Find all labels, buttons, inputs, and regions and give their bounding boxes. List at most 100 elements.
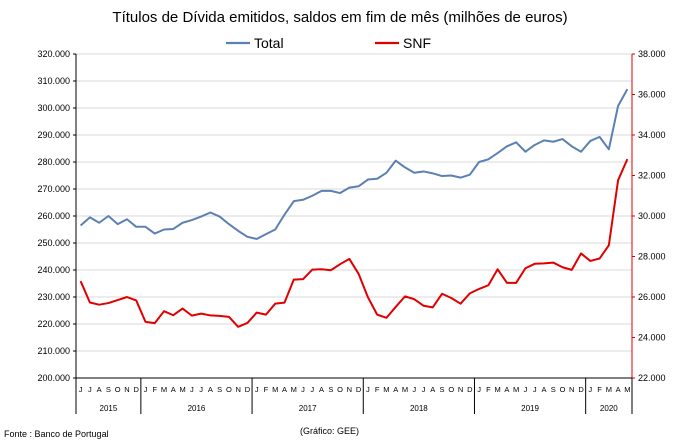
x-month-label: S (217, 385, 222, 394)
x-month-label: M (383, 385, 389, 394)
x-month-label: N (347, 385, 352, 394)
y-left-tick-label: 280.000 (37, 157, 70, 167)
x-month-label: O (226, 385, 232, 394)
x-month-label: D (134, 385, 140, 394)
y-left-tick-label: 310.000 (37, 76, 70, 86)
x-year-label: 2018 (410, 404, 428, 413)
y-right-tick-label: 36.000 (638, 90, 666, 100)
x-month-label: A (541, 385, 546, 394)
x-month-label: O (115, 385, 121, 394)
y-left-tick-label: 220.000 (37, 319, 70, 329)
x-month-label: J (533, 385, 537, 394)
x-month-label: M (272, 385, 278, 394)
x-month-label: A (97, 385, 102, 394)
x-month-label: A (393, 385, 398, 394)
legend: Total SNF (226, 35, 431, 51)
x-month-label: M (179, 385, 185, 394)
x-month-label: J (199, 385, 203, 394)
x-month-label: A (171, 385, 176, 394)
series-line-snf (79, 158, 629, 328)
x-month-label: S (440, 385, 445, 394)
x-month-label: A (430, 385, 435, 394)
x-month-label: J (310, 385, 314, 394)
x-month-label: J (190, 385, 194, 394)
y-right-tick-label: 34.000 (638, 130, 666, 140)
x-month-label: S (551, 385, 556, 394)
x-month-label: N (458, 385, 463, 394)
credit-note: (Gráfico: GEE) (300, 426, 359, 436)
x-month-label: J (412, 385, 416, 394)
x-month-label: M (513, 385, 519, 394)
y-right-tick-label: 32.000 (638, 171, 666, 181)
x-month-label: O (337, 385, 343, 394)
y-left-tick-label: 290.000 (37, 130, 70, 140)
x-month-label: J (144, 385, 148, 394)
x-month-label: S (328, 385, 333, 394)
x-month-label: D (467, 385, 473, 394)
legend-label-snf: SNF (403, 35, 431, 51)
x-year-label: 2019 (521, 404, 539, 413)
x-month-label: M (624, 385, 630, 394)
x-month-label: F (264, 385, 269, 394)
source-note: Fonte : Banco de Portugal (4, 429, 109, 439)
x-year-label: 2015 (100, 404, 118, 413)
x-month-label: F (375, 385, 380, 394)
gridlines (76, 53, 632, 379)
x-month-label: N (124, 385, 129, 394)
x-year-label: 2016 (188, 404, 206, 413)
x-month-label: F (486, 385, 491, 394)
x-month-label: F (597, 385, 602, 394)
x-month-label: J (366, 385, 370, 394)
x-month-label: A (616, 385, 621, 394)
x-month-label: J (88, 385, 92, 394)
x-month-label: J (477, 385, 481, 394)
y-left-tick-label: 210.000 (37, 346, 70, 356)
x-month-label: A (282, 385, 287, 394)
x-month-label: J (255, 385, 259, 394)
x-month-label: F (152, 385, 157, 394)
y-left-tick-label: 200.000 (37, 373, 70, 383)
y-axis-left: 200.000 210.000 220.000 230.000 240.000 250.0… (37, 49, 77, 383)
y-left-tick-label: 250.000 (37, 238, 70, 248)
chart-title: Títulos de Dívida emitidos, saldos em fi… (112, 9, 567, 26)
x-month-label: M (495, 385, 501, 394)
x-month-label: M (402, 385, 408, 394)
series-line-total (79, 88, 629, 240)
y-right-tick-label: 24.000 (638, 333, 666, 343)
x-month-label: M (161, 385, 167, 394)
x-month-label: A (208, 385, 213, 394)
y-right-tick-label: 26.000 (638, 292, 666, 302)
y-right-tick-label: 22.000 (638, 373, 666, 383)
x-month-label: M (291, 385, 297, 394)
x-month-label: O (560, 385, 566, 394)
x-month-label: D (356, 385, 362, 394)
x-month-label: J (588, 385, 592, 394)
x-year-label: 2017 (299, 404, 317, 413)
x-month-label: M (606, 385, 612, 394)
y-left-tick-label: 270.000 (37, 184, 70, 194)
x-month-label: J (301, 385, 305, 394)
y-axis-right: 22.000 24.000 26.000 28.000 30.000 32.000 34.0… (631, 49, 666, 383)
y-left-tick-label: 300.000 (37, 103, 70, 113)
x-month-label: S (106, 385, 111, 394)
x-month-label: D (578, 385, 584, 394)
x-month-label: J (422, 385, 426, 394)
y-left-tick-label: 230.000 (37, 292, 70, 302)
x-month-label: O (448, 385, 454, 394)
legend-label-total: Total (254, 35, 284, 51)
x-month-label: J (79, 385, 83, 394)
y-left-tick-label: 320.000 (37, 49, 70, 59)
x-month-label: A (319, 385, 324, 394)
x-year-label: 2020 (600, 404, 618, 413)
y-right-tick-label: 28.000 (638, 252, 666, 262)
y-left-tick-label: 260.000 (37, 211, 70, 221)
x-month-label: A (504, 385, 509, 394)
x-month-label: D (245, 385, 251, 394)
x-month-label: N (235, 385, 240, 394)
y-right-tick-label: 38.000 (638, 49, 666, 59)
x-month-label: J (524, 385, 528, 394)
series-layer (79, 88, 629, 328)
y-left-tick-label: 240.000 (37, 265, 70, 275)
